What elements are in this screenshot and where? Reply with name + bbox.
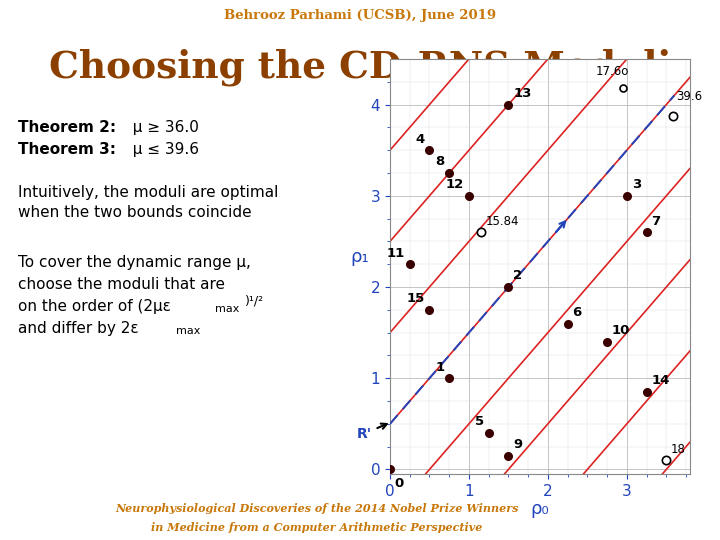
Text: 5: 5 [474,415,484,428]
Text: 1: 1 [436,361,444,374]
Text: Intuitively, the moduli are optimal: Intuitively, the moduli are optimal [18,185,279,200]
Text: 15.84: 15.84 [485,215,519,228]
Text: in Medicine from a Computer Arithmetic Perspective: in Medicine from a Computer Arithmetic P… [151,522,482,532]
Text: when the two bounds coincide: when the two bounds coincide [18,205,251,220]
Text: Theorem 2:: Theorem 2: [18,120,116,135]
Y-axis label: ρ₁: ρ₁ [350,248,369,267]
Text: 4: 4 [415,133,425,146]
Text: and differ by 2ε: and differ by 2ε [18,321,139,336]
Text: 6: 6 [572,306,582,319]
Text: 18: 18 [671,443,686,456]
Text: Theorem 3:: Theorem 3: [18,142,116,157]
Text: μ ≥ 36.0: μ ≥ 36.0 [123,120,199,135]
Text: 11: 11 [387,247,405,260]
Text: 8: 8 [435,156,444,168]
Text: 15: 15 [407,292,425,305]
Text: 32: 32 [685,512,702,526]
Text: 17.6o: 17.6o [595,65,629,78]
Text: 10: 10 [612,324,630,337]
Text: max: max [215,304,239,314]
Text: μ ≤ 39.6: μ ≤ 39.6 [123,142,199,157]
Text: on the order of (2με: on the order of (2με [18,299,171,314]
Text: 3: 3 [631,178,641,191]
Text: 14: 14 [652,374,670,387]
Text: To cover the dynamic range μ,: To cover the dynamic range μ, [18,255,251,270]
Text: 0: 0 [395,477,404,490]
Text: 7: 7 [652,215,660,228]
Text: 9: 9 [513,438,522,451]
Text: 39.6: 39.6 [676,90,702,103]
Text: Neurophysiological Discoveries of the 2014 Nobel Prize Winners: Neurophysiological Discoveries of the 20… [115,503,518,514]
Text: 12: 12 [446,178,464,191]
Text: max: max [176,326,200,336]
Text: Choosing the CD-RNS Moduli: Choosing the CD-RNS Moduli [49,48,671,85]
Text: R': R' [357,423,387,441]
Text: 2: 2 [513,269,522,282]
Text: Behrooz Parhami (UCSB), June 2019: Behrooz Parhami (UCSB), June 2019 [224,9,496,22]
Text: 13: 13 [513,87,531,100]
Text: )¹/²: )¹/² [245,295,264,308]
Text: choose the moduli that are: choose the moduli that are [18,277,225,292]
X-axis label: ρ₀: ρ₀ [531,500,549,518]
